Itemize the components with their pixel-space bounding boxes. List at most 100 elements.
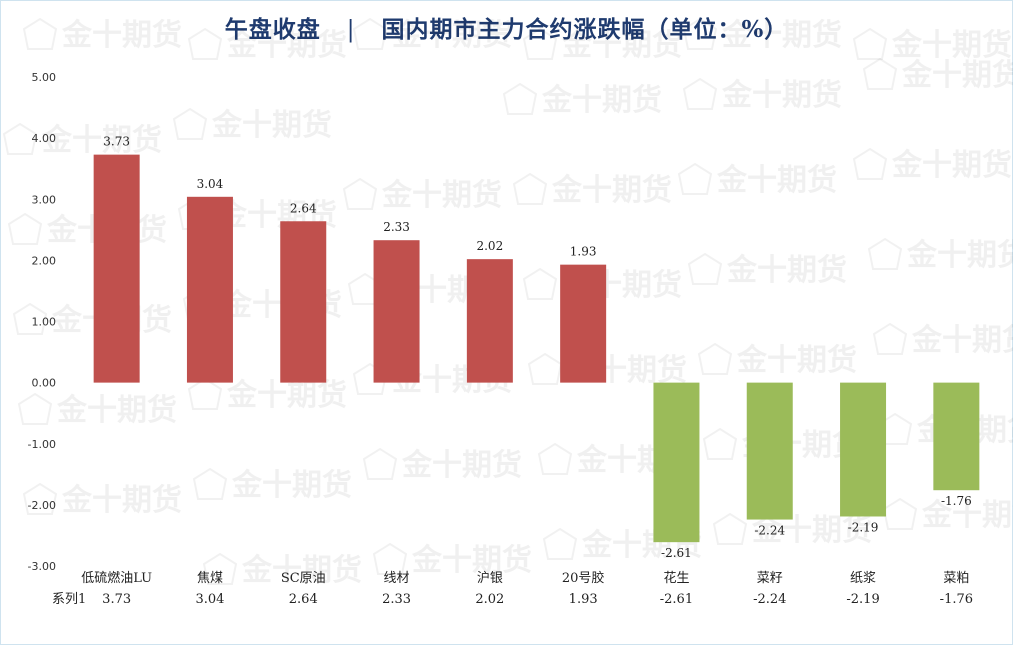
category-label: 花生 xyxy=(663,570,689,586)
watermark-logo-icon xyxy=(522,27,558,60)
category-label: 菜粕 xyxy=(943,571,969,586)
data-label: -1.76 xyxy=(941,494,972,508)
watermark-text: 金十期货 xyxy=(921,498,1013,533)
title-left: 午盘收盘 xyxy=(224,16,321,43)
watermark: 金十期货 xyxy=(677,162,837,198)
watermark-text: 金十期货 xyxy=(911,323,1013,358)
watermark: 金十期货 xyxy=(172,107,332,143)
watermark-logo-icon xyxy=(682,17,718,50)
watermark-logo-icon xyxy=(512,172,548,205)
watermark-logo-icon xyxy=(852,27,888,60)
watermark: 金十期货 xyxy=(352,17,512,53)
category-label: 菜籽 xyxy=(757,571,783,586)
watermark-text: 金十期货 xyxy=(56,393,177,428)
watermark: 金十期货 xyxy=(7,212,167,248)
watermark-text: 金十期货 xyxy=(906,238,1013,273)
watermark-logo-icon xyxy=(2,122,38,155)
watermark-logo-icon xyxy=(712,512,748,545)
watermark: 金十期货 xyxy=(852,27,1012,63)
watermark-logo-icon xyxy=(192,467,228,500)
watermark-logo-icon xyxy=(537,442,573,475)
watermark-logo-icon xyxy=(882,497,918,530)
watermark-text: 金十期货 xyxy=(551,173,672,208)
watermark: 金十期货 xyxy=(362,447,522,483)
table-cell: 2.02 xyxy=(475,592,504,607)
chart-title: 午盘收盘 | 国内期市主力合约涨跌幅（单位：%） xyxy=(0,10,1013,44)
watermark: 金十期货 xyxy=(192,467,352,503)
data-label: 3.04 xyxy=(197,177,224,191)
watermark-text: 金十期货 xyxy=(891,148,1012,183)
watermark-logo-icon xyxy=(502,82,538,115)
watermark-text: 金十期货 xyxy=(891,28,1012,63)
data-label: -2.24 xyxy=(754,524,785,538)
bar xyxy=(746,382,793,520)
watermark-logo-icon xyxy=(862,57,898,90)
watermark-logo-icon xyxy=(352,17,388,50)
watermark-logo-icon xyxy=(867,237,903,270)
category-label: 纸浆 xyxy=(850,571,876,586)
table-series-name: 系列1 xyxy=(52,592,86,607)
y-tick-label: -3.00 xyxy=(28,560,56,573)
watermark-logo-icon xyxy=(702,427,738,460)
watermark-text: 金十期货 xyxy=(226,28,347,63)
watermark-text: 金十期货 xyxy=(541,83,662,118)
watermark-logo-icon xyxy=(682,77,718,110)
watermark-logo-icon xyxy=(22,17,58,50)
table-cell: -1.76 xyxy=(940,592,973,607)
watermark-text: 金十期货 xyxy=(716,163,837,198)
data-table: 系列1 3.73 3.04 2.64 2.33 2.02 1.93 -2.61 -2.24 -2.… xyxy=(52,592,973,607)
watermark: 金十期货 xyxy=(682,17,842,53)
y-tick-label: 3.00 xyxy=(32,193,57,206)
bar xyxy=(466,259,513,383)
data-label: -2.19 xyxy=(848,520,879,534)
watermark-logo-icon xyxy=(527,352,563,385)
watermark: 金十期货 xyxy=(372,542,532,578)
data-label: 2.64 xyxy=(290,201,317,215)
watermark-text: 金十期货 xyxy=(721,78,842,113)
y-tick-label: -1.00 xyxy=(28,438,56,451)
table-cell: 2.64 xyxy=(289,592,318,607)
watermark-logo-icon xyxy=(677,162,713,195)
y-tick-label: 1.00 xyxy=(32,316,57,329)
y-tick-label: -2.00 xyxy=(28,499,56,512)
watermark-logo-icon xyxy=(22,482,58,515)
watermark-logo-icon xyxy=(12,302,48,335)
watermark-text: 金十期货 xyxy=(61,18,182,53)
watermark: 金十期货 xyxy=(862,57,1013,93)
bar xyxy=(186,196,233,383)
data-label: -2.61 xyxy=(661,546,692,560)
watermark-logo-icon xyxy=(342,177,378,210)
watermark: 金十期货 xyxy=(2,122,162,158)
title-separator: | xyxy=(346,17,356,43)
data-label: 2.33 xyxy=(383,220,410,234)
watermark: 金十期货 xyxy=(502,82,662,118)
watermark-logo-icon xyxy=(202,552,238,585)
watermark-logo-icon xyxy=(687,252,723,285)
watermark: 金十期货 xyxy=(687,252,847,288)
data-labels: 3.73 3.04 2.64 2.33 2.02 1.93 -2.61 -2.24 -2.19 -… xyxy=(103,135,971,561)
watermark: 金十期货 xyxy=(872,322,1013,358)
watermark: 金十期货 xyxy=(187,377,347,413)
y-axis-ticks: 5.00 4.00 3.00 2.00 1.00 0.00 -1.00 -2.00 -3.00 xyxy=(28,71,56,573)
watermark: 金十期货 xyxy=(22,482,182,518)
table-cell: 1.93 xyxy=(569,592,598,607)
y-tick-label: 0.00 xyxy=(32,377,57,390)
watermark-text: 金十期货 xyxy=(411,543,532,578)
title-right: 国内期市主力合约涨跌幅（单位：%） xyxy=(381,16,789,43)
watermark: 金十期货 xyxy=(512,172,672,208)
table-cell: 3.73 xyxy=(102,592,131,607)
bar xyxy=(373,240,420,383)
watermark-text: 金十期货 xyxy=(736,343,857,378)
category-label: 焦煤 xyxy=(197,571,223,586)
category-label: 低硫燃油LU xyxy=(81,570,152,586)
watermark: 金十期货 xyxy=(22,17,182,53)
table-cell: -2.61 xyxy=(660,592,693,607)
category-label: 沪银 xyxy=(477,570,503,586)
data-label: 1.93 xyxy=(570,245,597,259)
watermark-text: 金十期货 xyxy=(561,28,682,63)
watermark-text: 金十期货 xyxy=(231,468,352,503)
watermark-logo-icon xyxy=(172,107,208,140)
watermark: 金十期货 xyxy=(522,27,682,63)
watermark-logo-icon xyxy=(697,342,733,375)
